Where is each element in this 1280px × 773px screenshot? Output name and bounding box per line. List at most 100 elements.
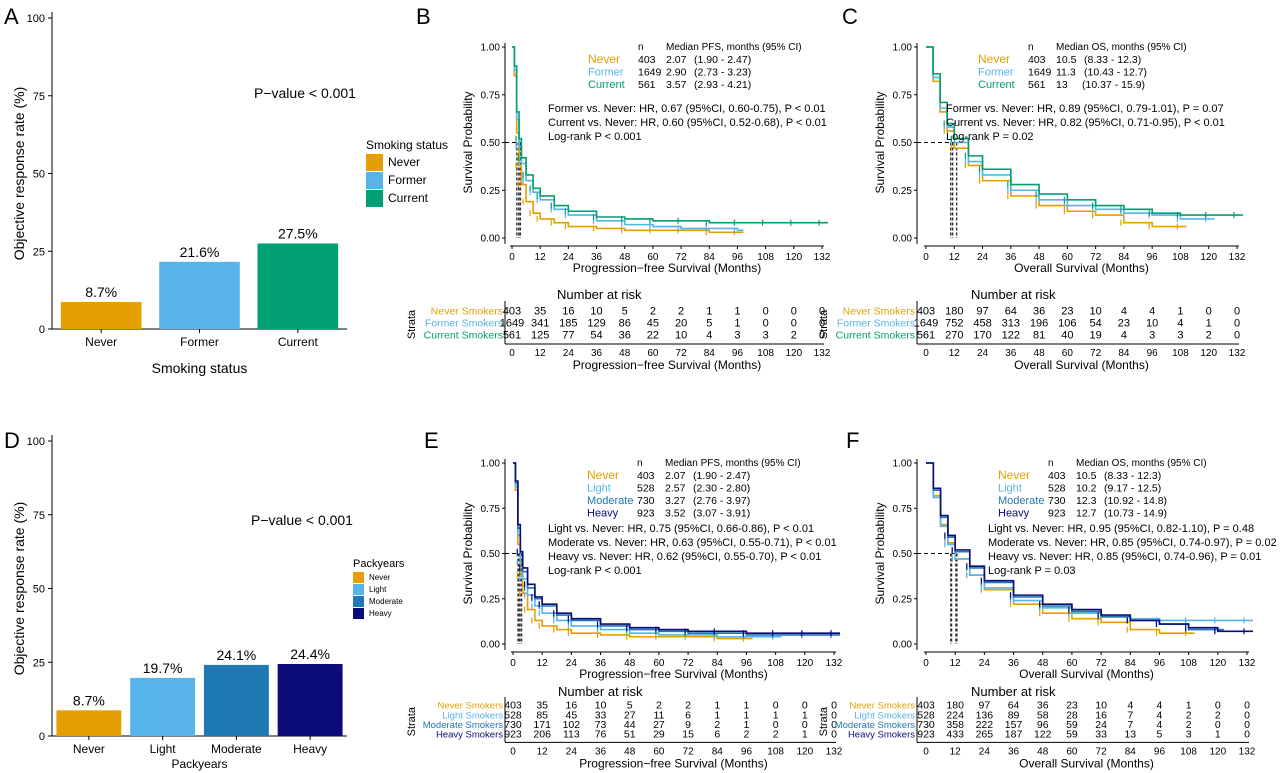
risk-count: 1 <box>1206 318 1212 330</box>
risk-count: 45 <box>647 318 659 330</box>
x-tick-label: 0 <box>923 252 929 263</box>
stats-n: 403 <box>637 470 655 482</box>
stats-ci: (1.90 - 2.47) <box>694 54 751 66</box>
stats-median: 13 <box>1056 79 1068 91</box>
x-tick-label: Current <box>278 335 319 349</box>
strata-label: Strata <box>818 706 830 736</box>
risk-count: 2 <box>791 330 797 342</box>
x-tick-label: 12 <box>535 252 547 263</box>
stats-median: 12.7 <box>1076 508 1097 520</box>
risk-count: 1 <box>734 318 740 330</box>
risk-x-tick-label: 108 <box>1172 348 1189 359</box>
stats-group-name: Light <box>587 483 611 495</box>
risk-x-tick-label: 132 <box>814 348 831 359</box>
risk-count: 22 <box>647 330 659 342</box>
risk-count: 2 <box>1215 709 1221 721</box>
risk-count: 85 <box>536 709 548 721</box>
risk-x-tick-label: 96 <box>1154 746 1166 757</box>
risk-x-tick-label: 0 <box>923 746 929 757</box>
risk-count: 458 <box>973 318 991 330</box>
risk-count: 1 <box>802 728 808 740</box>
risk-count: 1 <box>744 719 750 731</box>
risk-count: 102 <box>563 719 581 731</box>
x-tick-label: 132 <box>1229 252 1246 263</box>
risk-count: 58 <box>1037 709 1049 721</box>
y-tick-label: 0.00 <box>893 234 913 245</box>
risk-x-tick-label: 60 <box>647 348 659 359</box>
risk-row-label: Current Smokers <box>424 330 503 342</box>
risk-x-tick-label: 48 <box>1037 746 1049 757</box>
risk-count: 136 <box>976 709 994 721</box>
risk-count: 171 <box>533 719 551 731</box>
risk-count: 1 <box>714 709 720 721</box>
risk-x-tick-label: 36 <box>1008 746 1020 757</box>
x-tick-label: 120 <box>1209 658 1226 669</box>
risk-count: 19 <box>1090 330 1102 342</box>
risk-count: 358 <box>946 719 964 731</box>
legend-swatch-current <box>366 190 383 207</box>
risk-count: 59 <box>1066 728 1078 740</box>
p-value-annotation: P−value < 0.001 <box>251 512 353 528</box>
x-tick-label: 36 <box>591 252 603 263</box>
stats-header-n: n <box>1028 42 1034 53</box>
stats-ci: (10.43 - 12.7) <box>1084 67 1147 79</box>
risk-row-label: Light Smokers <box>854 710 915 721</box>
stats-ci: (3.07 - 3.91) <box>693 508 750 520</box>
y-tick-label: 0 <box>39 731 45 743</box>
risk-x-tick-label: 108 <box>757 348 774 359</box>
risk-x-tick-label: 132 <box>1239 746 1256 757</box>
legend-swatch-never <box>366 154 383 171</box>
y-axis-title: Survival Probability <box>461 91 475 193</box>
risk-count: 27 <box>653 719 665 731</box>
risk-count: 4 <box>1127 700 1133 712</box>
risk-count: 180 <box>946 700 964 712</box>
risk-count: 0 <box>1244 700 1250 712</box>
x-tick-label: 60 <box>653 658 665 669</box>
y-tick-label: 0.00 <box>481 234 501 245</box>
risk-count: 10 <box>590 306 602 318</box>
y-tick-label: 0.25 <box>481 594 501 605</box>
bar-value-label: 21.6% <box>180 244 220 260</box>
panel-letter-B: B <box>416 4 431 29</box>
risk-row-label: Heavy Smokers <box>436 729 503 740</box>
stats-header-n: n <box>637 458 643 469</box>
stats-group-name: Heavy <box>998 508 1030 520</box>
risk-count: 54 <box>590 330 602 342</box>
y-tick-label: 75 <box>33 510 45 522</box>
stats-group-name: Former <box>588 67 624 79</box>
risk-x-axis-title: Progression−free Survival (Months) <box>579 756 767 770</box>
x-tick-label: Moderate <box>211 742 262 756</box>
risk-count: 2 <box>773 728 779 740</box>
risk-x-tick-label: 48 <box>619 348 631 359</box>
x-tick-label: 120 <box>796 658 813 669</box>
risk-x-tick-label: 48 <box>1034 348 1046 359</box>
stats-median: 2.57 <box>665 483 686 495</box>
bar-value-label: 27.5% <box>278 225 318 241</box>
y-tick-label: 0.50 <box>893 138 913 149</box>
p-value-annotation: P−value < 0.001 <box>254 85 356 101</box>
comparison-line: Light vs. Never: HR, 0.95 (95%CI, 0.82-1… <box>988 523 1254 535</box>
y-tick-label: 0.50 <box>481 549 501 560</box>
risk-x-tick-label: 48 <box>624 746 636 757</box>
x-tick-label: 48 <box>1034 252 1046 263</box>
y-tick-label: 0.75 <box>893 90 913 101</box>
stats-group-name: Current <box>588 79 625 91</box>
risk-count: 1 <box>802 709 808 721</box>
risk-count: 0 <box>831 709 837 721</box>
km-panel-E: 0.000.250.500.751.000 12 24 36 48 60 72 84 96 108… <box>406 458 843 770</box>
risk-count: 7 <box>1127 709 1133 721</box>
stats-median: 11.3 <box>1056 67 1076 79</box>
risk-count: 1 <box>714 700 720 712</box>
risk-count: 1 <box>1177 306 1183 318</box>
risk-x-tick-label: 84 <box>704 348 716 359</box>
risk-count: 2 <box>678 306 684 318</box>
strata-label: Strata <box>818 309 830 339</box>
y-tick-label: 0.00 <box>893 640 913 651</box>
legend-label: Light <box>369 585 387 594</box>
y-tick-label: 1.00 <box>893 459 913 470</box>
risk-x-tick-label: 108 <box>767 746 784 757</box>
risk-count: 2 <box>656 700 662 712</box>
risk-row-label: Heavy Smokers <box>848 729 915 740</box>
km-curve-current <box>926 46 1243 216</box>
risk-count: 5 <box>622 306 628 318</box>
